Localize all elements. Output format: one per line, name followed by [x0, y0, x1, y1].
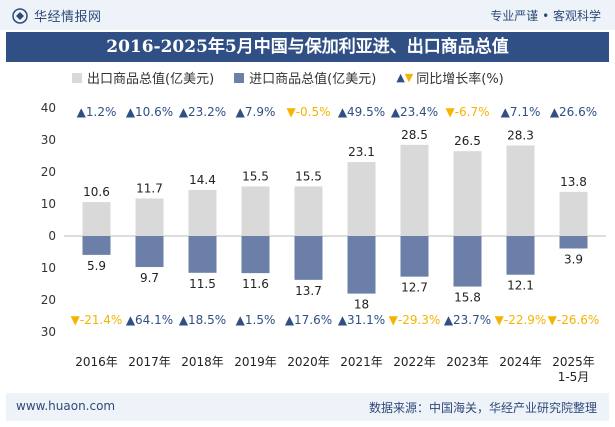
y-tick-label: 10 [41, 261, 56, 275]
export-value-label: 28.5 [401, 128, 428, 142]
import-bar [241, 236, 270, 274]
export-growth-label: ▲1.2% [77, 105, 117, 119]
import-value-label: 5.9 [87, 259, 106, 273]
import-bar [506, 236, 535, 275]
export-value-label: 26.5 [454, 134, 481, 148]
brand: 华经情报网 [12, 6, 102, 25]
export-bar [135, 198, 164, 236]
x-tick-label: 2017年 [128, 355, 171, 369]
import-bar [82, 236, 111, 255]
bar-chart: 40 30 20 10 0 10 20 30 10.6 5.9 ▲1.2% ▼-21.4% 2016年 1… [41, 101, 606, 384]
import-growth-label: ▼-29.3% [389, 313, 441, 327]
up-arrow-icon: ▲ [396, 71, 405, 84]
export-growth-label: ▼-6.7% [445, 105, 489, 119]
y-tick-label: 20 [41, 293, 56, 307]
down-arrow-icon: ▼ [404, 71, 414, 84]
import-value-label: 12.7 [401, 281, 428, 295]
legend-import-label: 进口商品总值(亿美元) [249, 72, 377, 87]
y-tick-label: 40 [41, 101, 56, 115]
export-bar [188, 189, 217, 236]
import-growth-label: ▲1.5% [236, 313, 276, 327]
y-tick-label: 30 [41, 325, 56, 339]
footer-url[interactable]: www.huaon.com [16, 399, 116, 413]
export-growth-label: ▲10.6% [126, 105, 173, 119]
import-bar [559, 236, 588, 249]
export-value-label: 13.8 [560, 175, 587, 189]
import-growth-label: ▼-21.4% [71, 313, 123, 327]
x-tick-label: 2021年 [340, 355, 383, 369]
import-growth-label: ▲17.6% [285, 313, 332, 327]
import-growth-label: ▼-22.9% [495, 313, 547, 327]
export-bar [241, 186, 270, 236]
export-bar [400, 144, 429, 236]
import-bar [400, 236, 429, 277]
x-tick-label: 2020年 [287, 355, 330, 369]
import-value-label: 12.1 [507, 279, 534, 293]
legend-growth: ▲ ▼ 同比增长率(%) [396, 68, 503, 87]
brand-logo-icon [12, 7, 28, 24]
import-growth-label: ▼-26.6% [548, 313, 600, 327]
export-growth-label: ▲23.4% [391, 105, 438, 119]
import-bar [188, 236, 217, 273]
export-value-label: 10.6 [83, 185, 110, 199]
footer: www.huaon.com 数据来源：中国海关，华经产业研究院整理 [6, 393, 609, 421]
x-tick-label: 2016年 [75, 355, 118, 369]
x-tick-label: 2022年 [393, 355, 436, 369]
import-value-label: 3.9 [564, 252, 583, 266]
legend-import-swatch [234, 72, 245, 83]
import-value-label: 11.6 [242, 277, 269, 291]
legend-export-swatch [72, 72, 82, 83]
y-tick-label: 0 [48, 229, 56, 243]
import-bar [135, 236, 164, 268]
top-bar: 华经情报网 专业严谨 • 客观科学 [0, 0, 615, 30]
import-value-label: 15.8 [454, 291, 481, 305]
export-growth-label: ▲49.5% [338, 105, 385, 119]
import-value-label: 9.7 [140, 271, 159, 285]
y-tick-label: 20 [41, 165, 56, 179]
export-bar [506, 145, 535, 236]
import-value-label: 18 [354, 298, 369, 312]
export-bar [347, 162, 376, 236]
export-value-label: 15.5 [295, 169, 322, 183]
export-growth-label: ▲7.1% [501, 105, 541, 119]
legend-growth-label: 同比增长率(%) [416, 72, 504, 87]
legend-export: 出口商品总值(亿美元) [72, 68, 214, 87]
y-tick-label: 10 [41, 197, 56, 211]
export-value-label: 11.7 [136, 182, 163, 196]
export-growth-label: ▲26.6% [550, 105, 597, 119]
export-bar [82, 202, 111, 236]
chart-title: 2016-2025年5月中国与保加利亚进、出口商品总值 [6, 32, 609, 62]
import-value-label: 11.5 [189, 277, 216, 291]
export-value-label: 28.3 [507, 128, 534, 142]
legend-import: 进口商品总值(亿美元) [234, 68, 376, 87]
import-growth-label: ▲23.7% [444, 313, 491, 327]
import-bar [453, 236, 482, 287]
export-value-label: 14.4 [189, 173, 216, 187]
import-growth-label: ▲18.5% [179, 313, 226, 327]
x-tick-label: 2025年 1-5月 [552, 355, 595, 384]
import-value-label: 13.7 [295, 284, 322, 298]
import-bar [347, 236, 376, 294]
export-bar [294, 186, 323, 236]
x-tick-label: 2024年 [499, 355, 542, 369]
export-bar [559, 191, 588, 236]
export-growth-label: ▲7.9% [236, 105, 276, 119]
y-tick-label: 30 [41, 133, 56, 147]
export-growth-label: ▲23.2% [179, 105, 226, 119]
import-bar [294, 236, 323, 280]
import-growth-label: ▲31.1% [338, 313, 385, 327]
import-growth-label: ▲64.1% [126, 313, 173, 327]
x-tick-label: 2023年 [446, 355, 489, 369]
export-value-label: 15.5 [242, 169, 269, 183]
x-tick-label: 2018年 [181, 355, 224, 369]
legend-export-label: 出口商品总值(亿美元) [87, 72, 215, 87]
legend: 出口商品总值(亿美元) 进口商品总值(亿美元) ▲ ▼ 同比增长率(%) [72, 68, 524, 87]
tagline: 专业严谨 • 客观科学 [490, 9, 601, 23]
x-tick-label: 2019年 [234, 355, 277, 369]
brand-name: 华经情报网 [34, 10, 102, 25]
export-bar [453, 151, 482, 236]
export-value-label: 23.1 [348, 145, 375, 159]
footer-source: 数据来源：中国海关，华经产业研究院整理 [368, 401, 597, 415]
export-growth-label: ▼-0.5% [286, 105, 330, 119]
